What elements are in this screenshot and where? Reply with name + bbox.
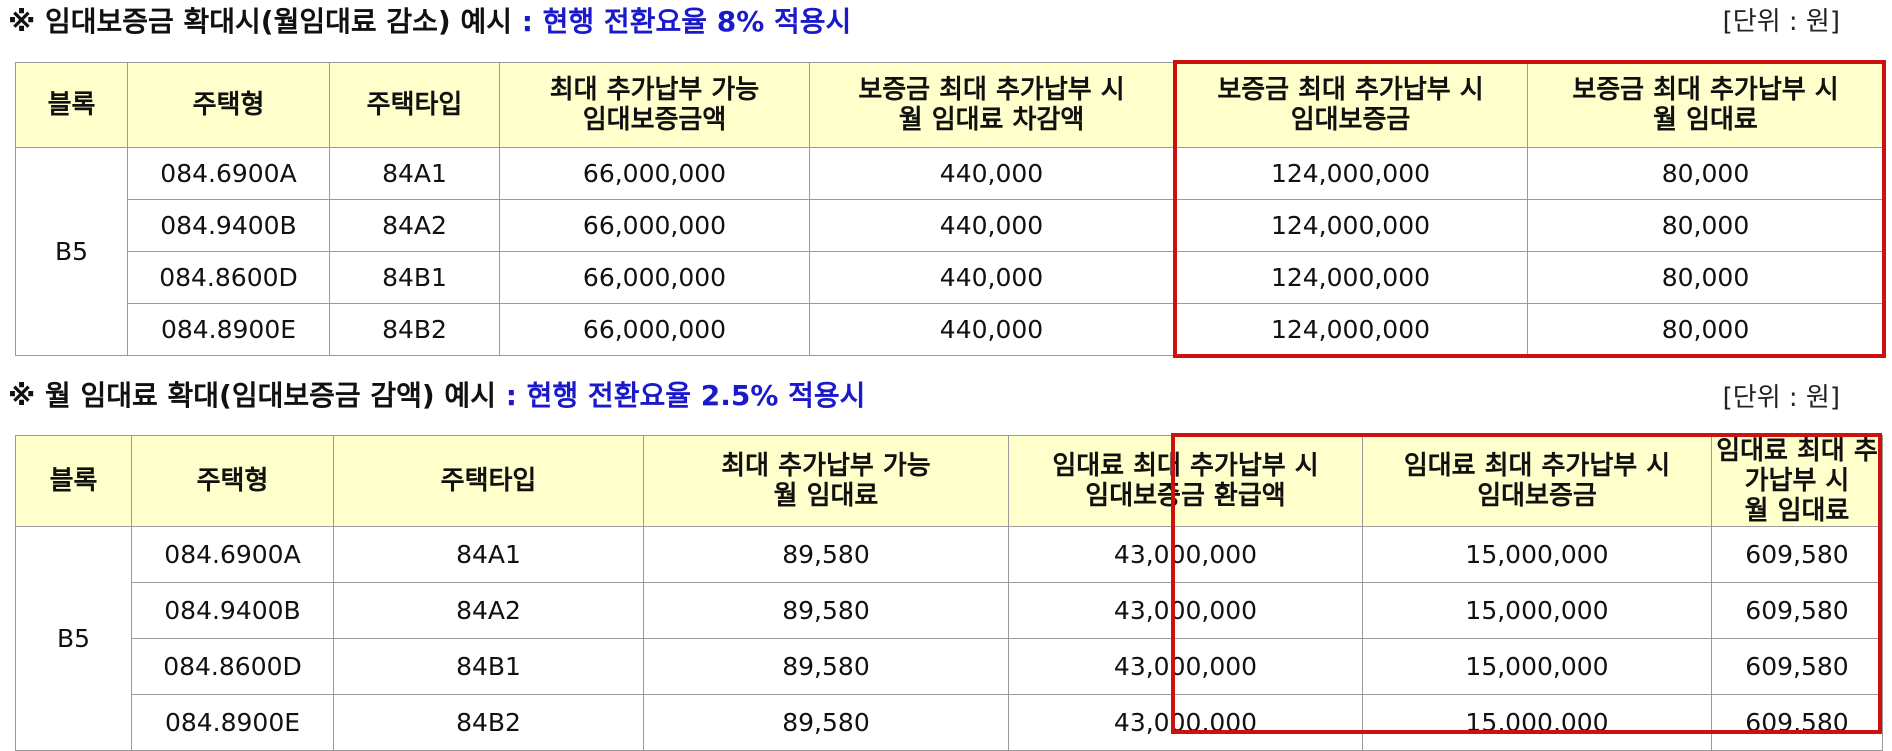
value-cell: 80,000	[1527, 199, 1884, 252]
value-cell: 89,580	[643, 694, 1009, 751]
value-cell: 43,000,000	[1008, 638, 1363, 695]
unit-type-cell: 84B2	[333, 694, 644, 751]
header-cell-housing-type: 주택형	[131, 435, 334, 527]
housing-type-cell: 084.8600D	[127, 251, 330, 304]
housing-type-cell: 084.6900A	[131, 526, 334, 583]
header-cell-unit-type: 주택타입	[329, 62, 500, 148]
header-cell-max-additional-deposit: 최대 추가납부 가능 임대보증금액	[499, 62, 810, 148]
value-cell: 15,000,000	[1362, 526, 1712, 583]
value-cell: 66,000,000	[499, 199, 810, 252]
value-cell: 15,000,000	[1362, 694, 1712, 751]
value-cell: 124,000,000	[1173, 199, 1528, 252]
table-row: 084.9400B 84A2 89,580 43,000,000 15,000,…	[16, 582, 1883, 639]
value-cell: 43,000,000	[1008, 582, 1363, 639]
table-row: 084.8600D 84B1 89,580 43,000,000 15,000,…	[16, 638, 1883, 695]
value-cell: 440,000	[809, 251, 1174, 304]
unit-type-cell: 84A2	[333, 582, 644, 639]
value-cell: 124,000,000	[1173, 147, 1528, 200]
value-cell: 440,000	[809, 199, 1174, 252]
table-row: 084.8900E 84B2 89,580 43,000,000 15,000,…	[16, 694, 1883, 751]
header-cell-block: 블록	[15, 435, 132, 527]
value-cell: 80,000	[1527, 147, 1884, 200]
unit-type-cell: 84B1	[329, 251, 500, 304]
value-cell: 440,000	[809, 147, 1174, 200]
header-cell-resulting-monthly-rent: 임대료 최대 추가납부 시 월 임대료	[1711, 435, 1883, 527]
block-cell: B5	[15, 147, 128, 356]
header-cell-monthly-rent-reduction: 보증금 최대 추가납부 시 월 임대료 차감액	[809, 62, 1174, 148]
value-cell: 609,580	[1711, 638, 1883, 695]
table-row: 084.8900E 84B2 66,000,000 440,000 124,00…	[16, 303, 1884, 356]
header-cell-resulting-deposit: 보증금 최대 추가납부 시 임대보증금	[1173, 62, 1528, 148]
unit-type-cell: 84B2	[329, 303, 500, 356]
value-cell: 43,000,000	[1008, 526, 1363, 583]
value-cell: 609,580	[1711, 526, 1883, 583]
section-1-title-highlight: : 현행 전환요율 8% 적용시	[521, 5, 852, 38]
header-cell-block: 블록	[15, 62, 128, 148]
unit-type-cell: 84A1	[333, 526, 644, 583]
section-2-title: ※ 월 임대료 확대(임대보증금 감액) 예시 : 현행 전환요율 2.5% 적…	[8, 378, 865, 414]
section-2-title-prefix: ※ 월 임대료 확대(임대보증금 감액) 예시	[8, 379, 506, 412]
header-cell-unit-type: 주택타입	[333, 435, 644, 527]
block-cell: B5	[15, 526, 132, 751]
unit-type-cell: 84A2	[329, 199, 500, 252]
header-cell-resulting-deposit: 임대료 최대 추가납부 시 임대보증금	[1362, 435, 1712, 527]
unit-type-cell: 84A1	[329, 147, 500, 200]
value-cell: 80,000	[1527, 303, 1884, 356]
value-cell: 66,000,000	[499, 303, 810, 356]
housing-type-cell: 084.8600D	[131, 638, 334, 695]
section-1-title: ※ 임대보증금 확대시(월임대료 감소) 예시 : 현행 전환요율 8% 적용시	[8, 4, 851, 40]
section-2-title-highlight: : 현행 전환요율 2.5% 적용시	[505, 379, 866, 412]
housing-type-cell: 084.8900E	[127, 303, 330, 356]
value-cell: 15,000,000	[1362, 638, 1712, 695]
table-row: B5 084.6900A 84A1 66,000,000 440,000 124…	[15, 147, 1884, 356]
housing-type-cell: 084.8900E	[131, 694, 334, 751]
section-1-unit-note: [단위 : 원]	[1722, 7, 1840, 37]
table-header-row: 블록 주택형 주택타입 최대 추가납부 가능 임대보증금액 보증금 최대 추가납…	[15, 62, 1884, 148]
section-2-unit-note: [단위 : 원]	[1722, 383, 1840, 413]
rent-increase-table: 블록 주택형 주택타입 최대 추가납부 가능 월 임대료 임대료 최대 추가납부…	[15, 435, 1883, 751]
value-cell: 15,000,000	[1362, 582, 1712, 639]
value-cell: 89,580	[643, 638, 1009, 695]
housing-type-cell: 084.9400B	[127, 199, 330, 252]
value-cell: 609,580	[1711, 694, 1883, 751]
value-cell: 89,580	[643, 582, 1009, 639]
header-cell-housing-type: 주택형	[127, 62, 330, 148]
header-cell-max-additional-rent: 최대 추가납부 가능 월 임대료	[643, 435, 1009, 527]
value-cell: 43,000,000	[1008, 694, 1363, 751]
section-1-title-prefix: ※ 임대보증금 확대시(월임대료 감소) 예시	[8, 5, 522, 38]
deposit-increase-table: 블록 주택형 주택타입 최대 추가납부 가능 임대보증금액 보증금 최대 추가납…	[15, 62, 1884, 356]
housing-type-cell: 084.6900A	[127, 147, 330, 200]
value-cell: 609,580	[1711, 582, 1883, 639]
table-row: 084.8600D 84B1 66,000,000 440,000 124,00…	[16, 251, 1884, 304]
housing-type-cell: 084.9400B	[131, 582, 334, 639]
table-row: 084.9400B 84A2 66,000,000 440,000 124,00…	[16, 199, 1884, 252]
value-cell: 89,580	[643, 526, 1009, 583]
value-cell: 440,000	[809, 303, 1174, 356]
value-cell: 66,000,000	[499, 251, 810, 304]
unit-type-cell: 84B1	[333, 638, 644, 695]
value-cell: 124,000,000	[1173, 251, 1528, 304]
table-header-row: 블록 주택형 주택타입 최대 추가납부 가능 월 임대료 임대료 최대 추가납부…	[15, 435, 1883, 527]
value-cell: 124,000,000	[1173, 303, 1528, 356]
table-row: B5 084.6900A 84A1 89,580 43,000,000 15,0…	[15, 526, 1883, 751]
header-cell-deposit-refund: 임대료 최대 추가납부 시 임대보증금 환급액	[1008, 435, 1363, 527]
value-cell: 66,000,000	[499, 147, 810, 200]
value-cell: 80,000	[1527, 251, 1884, 304]
header-cell-resulting-monthly-rent: 보증금 최대 추가납부 시 월 임대료	[1527, 62, 1884, 148]
